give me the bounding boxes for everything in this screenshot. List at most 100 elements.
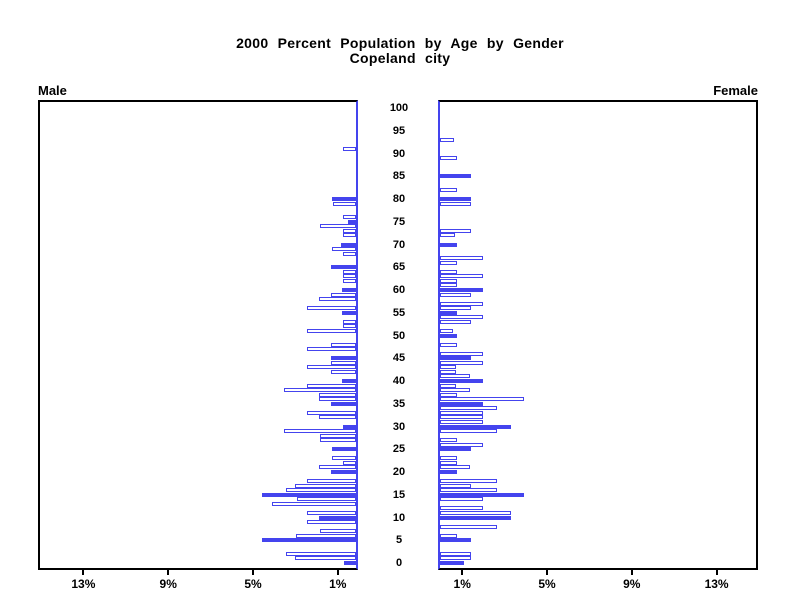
bar-male-age-47 (307, 347, 356, 352)
age-tick-label-100: 100 (389, 102, 409, 114)
bar-female-age-26 (440, 442, 483, 447)
bar-female-age-6 (440, 533, 457, 538)
male-tick-label-5: 5% (244, 577, 262, 591)
bar-male-age-48 (331, 342, 356, 347)
bar-female-age-11 (440, 510, 511, 515)
male-bar-layer (40, 102, 356, 568)
bar-male-age-75 (348, 219, 356, 224)
bar-male-age-5 (262, 538, 356, 543)
bar-male-age-35 (331, 401, 356, 406)
bar-female-age-63 (440, 274, 483, 279)
bar-male-age-64 (343, 269, 356, 274)
bar-female-age-12 (440, 506, 483, 511)
age-tick-label-80: 80 (392, 193, 406, 205)
bar-male-age-45 (331, 356, 356, 361)
age-tick-label-75: 75 (392, 215, 406, 228)
bar-female-age-80 (440, 197, 471, 201)
male-tick-9 (167, 570, 170, 575)
bar-male-age-79 (333, 201, 356, 206)
bar-female-age-41 (440, 374, 470, 379)
bar-male-age-20 (331, 470, 356, 474)
bar-male-age-42 (331, 369, 356, 374)
bar-male-age-16 (286, 488, 356, 493)
bar-male-age-59 (331, 292, 356, 297)
bar-male-age-15 (262, 492, 356, 497)
bar-female-age-10 (440, 515, 511, 520)
bar-female-age-45 (440, 356, 471, 361)
age-tick-label-65: 65 (392, 261, 406, 274)
male-bars-panel (38, 100, 358, 570)
bar-male-age-40 (342, 379, 356, 383)
bar-female-age-23 (440, 456, 457, 461)
bar-female-age-60 (440, 288, 483, 292)
bar-male-age-51 (307, 328, 356, 333)
female-bars-panel (438, 100, 758, 570)
bar-female-age-89 (440, 156, 457, 161)
bar-male-age-72 (343, 233, 356, 238)
bar-female-age-34 (440, 406, 497, 411)
bar-male-age-69 (332, 247, 356, 252)
female-panel-label: Female (713, 83, 758, 98)
bar-female-age-64 (440, 269, 457, 274)
male-tick-1 (336, 570, 339, 575)
age-axis: 0 5 10 15 20 25 30 35 40 45 50 55 60 65 70 75 80 85 90 95 10… (360, 100, 438, 580)
bar-female-age-8 (440, 524, 497, 529)
bar-male-age-53 (343, 319, 356, 324)
bar-female-age-15 (440, 492, 524, 497)
bar-male-age-7 (320, 529, 356, 534)
bar-female-age-21 (440, 465, 470, 470)
bar-female-age-39 (440, 383, 456, 388)
bar-female-age-59 (440, 292, 471, 297)
bar-female-age-57 (440, 301, 483, 306)
bar-male-age-39 (307, 383, 356, 388)
male-tick-13 (82, 570, 85, 575)
bar-male-age-33 (307, 410, 356, 415)
bar-male-age-76 (343, 215, 356, 220)
bar-male-age-13 (272, 501, 356, 506)
bar-male-age-73 (343, 228, 356, 233)
bar-female-age-62 (440, 278, 457, 283)
bar-male-age-60 (342, 288, 356, 292)
bar-male-age-22 (343, 460, 356, 465)
bar-male-age-91 (343, 146, 356, 151)
bar-female-age-18 (440, 479, 497, 484)
bar-female-age-31 (440, 419, 483, 424)
female-tick-label-5: 5% (538, 577, 556, 591)
bar-female-age-48 (440, 342, 457, 347)
age-tick-label-90: 90 (392, 147, 406, 160)
bar-female-age-72 (440, 233, 455, 238)
bar-female-age-30 (440, 424, 511, 429)
male-panel-label: Male (38, 83, 67, 98)
bar-male-age-32 (319, 415, 356, 420)
bar-male-age-1 (295, 556, 356, 561)
bar-female-age-25 (440, 447, 471, 452)
bar-female-age-35 (440, 401, 483, 406)
bar-male-age-68 (343, 251, 356, 256)
bar-male-age-27 (320, 438, 356, 443)
bar-female-age-67 (440, 256, 483, 261)
bar-male-age-70 (341, 242, 356, 247)
bar-female-age-14 (440, 497, 483, 502)
bar-female-age-5 (440, 538, 471, 543)
bar-male-age-23 (332, 456, 356, 461)
bar-male-age-56 (307, 306, 356, 311)
male-tick-label-9: 9% (159, 577, 177, 591)
age-tick-label-10: 10 (392, 511, 406, 524)
age-tick-label-35: 35 (392, 397, 406, 410)
male-tick-label-1: 1% (329, 577, 347, 591)
female-tick-13 (715, 570, 718, 575)
bar-male-age-25 (332, 447, 356, 452)
age-tick-label-50: 50 (392, 329, 406, 342)
age-tick-label-25: 25 (392, 443, 406, 456)
bar-female-age-38 (440, 388, 470, 393)
bar-male-age-0 (344, 561, 356, 565)
bar-male-age-6 (296, 533, 356, 538)
age-tick-label-40: 40 (392, 375, 406, 387)
bar-female-age-55 (440, 310, 457, 315)
bar-female-age-66 (440, 260, 457, 265)
bar-female-age-17 (440, 483, 471, 488)
bar-male-age-36 (319, 397, 356, 402)
bar-female-age-27 (440, 438, 457, 443)
bar-female-age-54 (440, 315, 483, 320)
